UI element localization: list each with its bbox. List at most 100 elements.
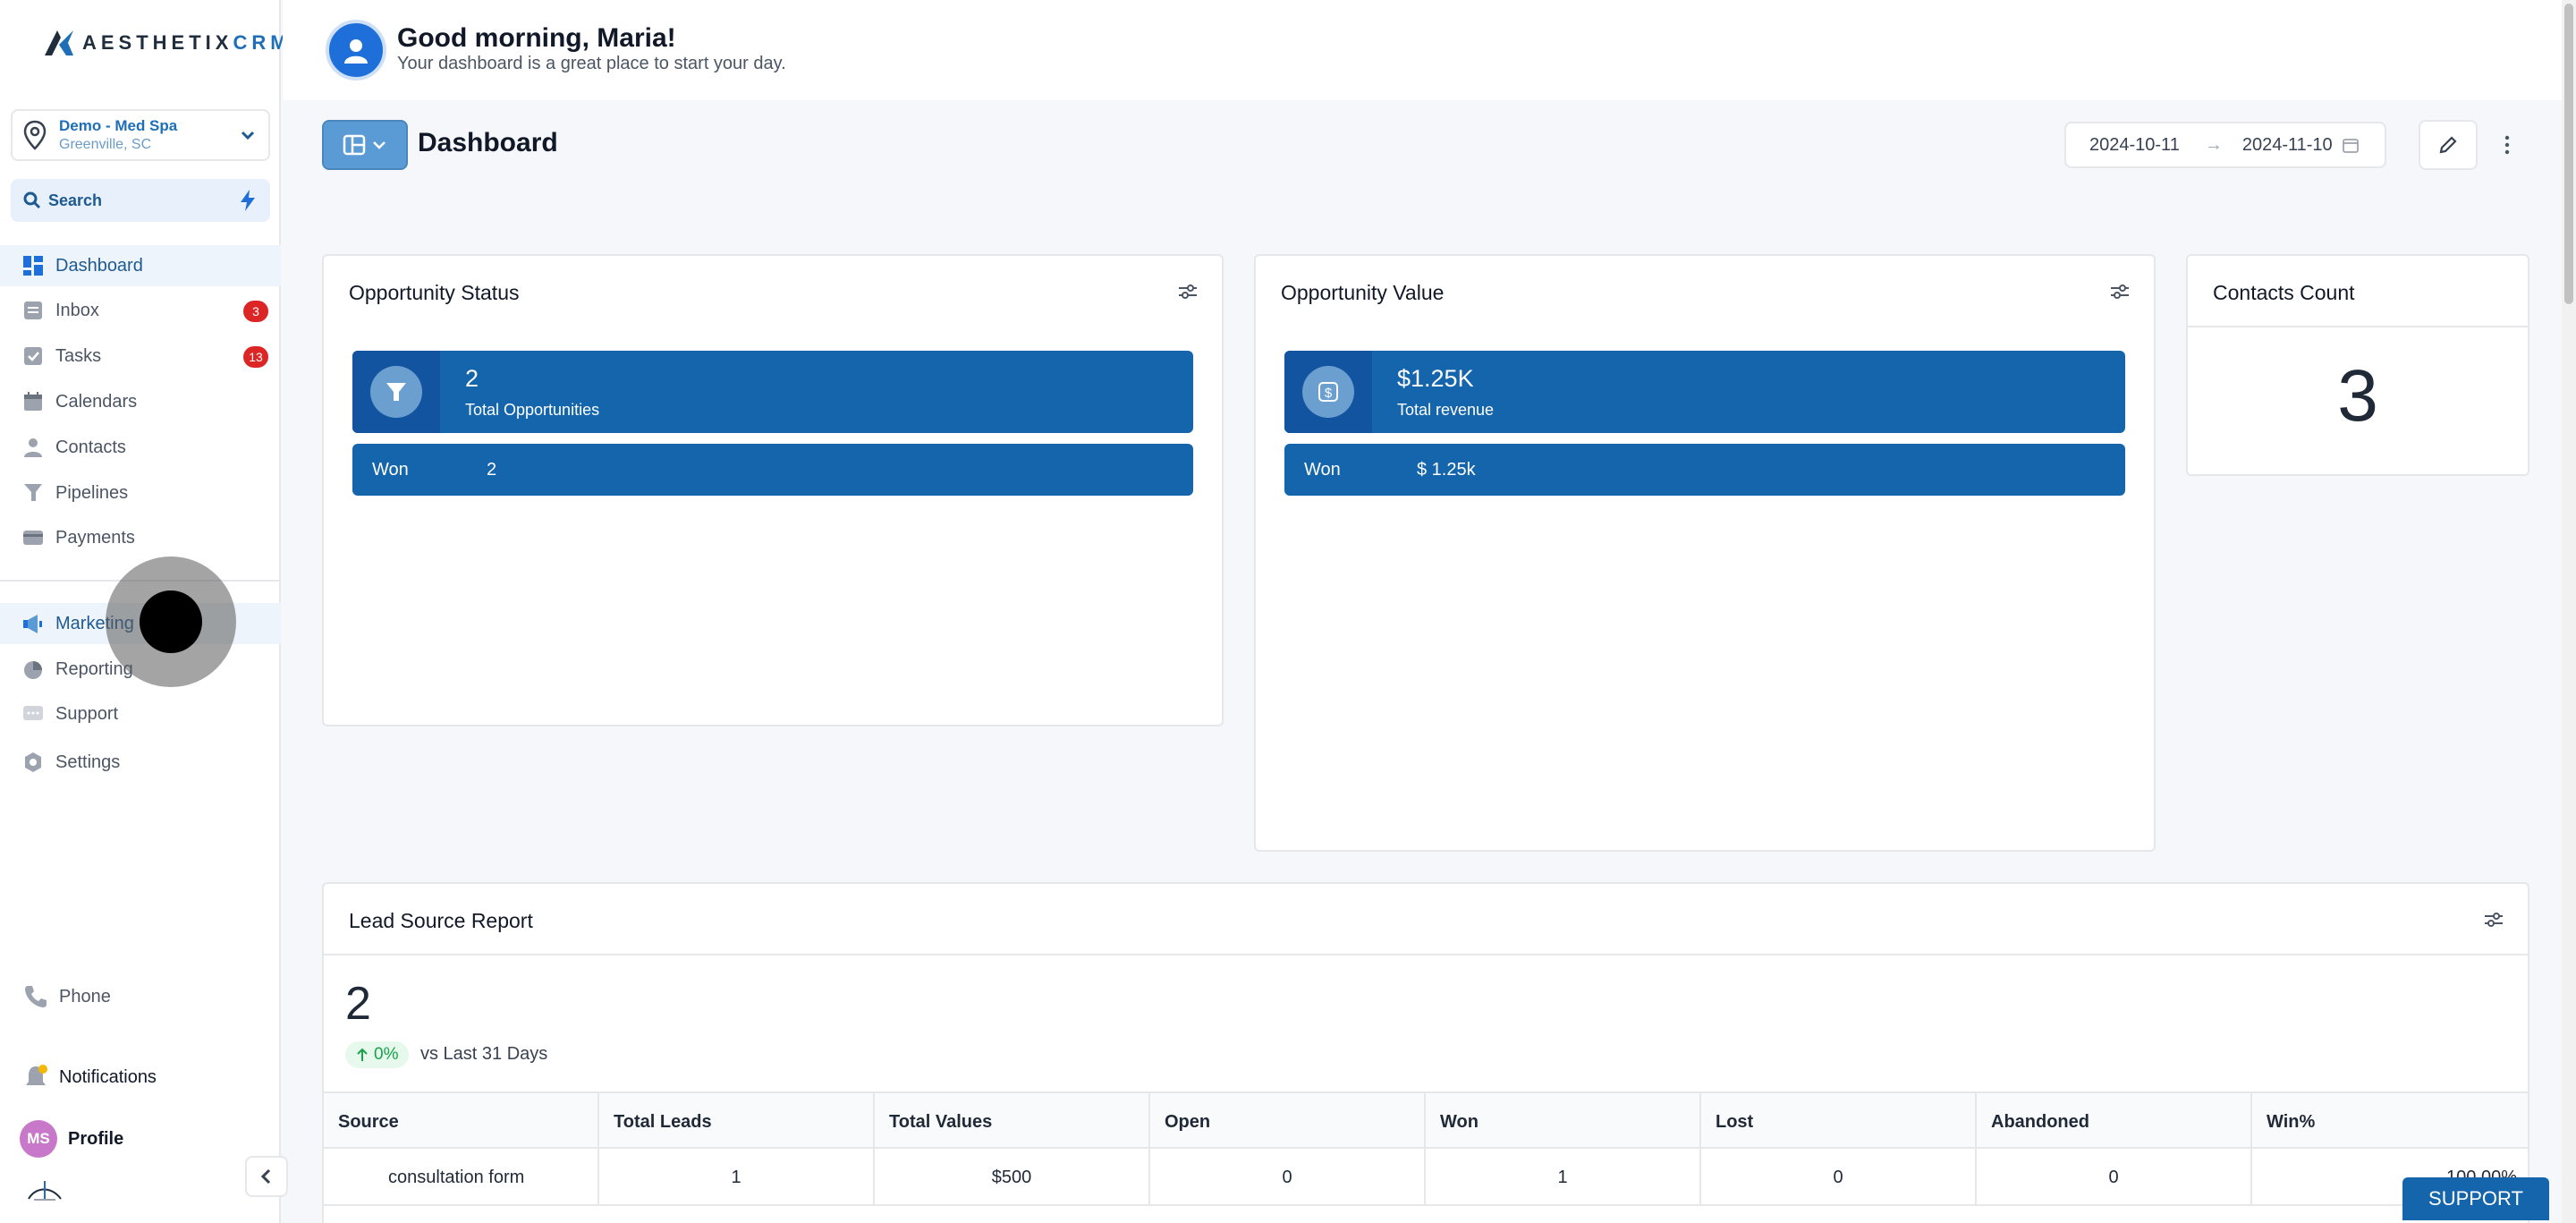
cell-total-leads: 1: [599, 1149, 875, 1206]
bolt-icon[interactable]: [236, 188, 259, 213]
opportunity-value-card: Opportunity Value $ $1.25K Total revenue…: [1254, 254, 2156, 852]
column-header-open[interactable]: Open: [1150, 1093, 1426, 1151]
dashboard-switcher-button[interactable]: [322, 120, 408, 170]
more-options-button[interactable]: [2496, 129, 2519, 161]
card-title: Contacts Count: [2213, 281, 2355, 304]
contacts-count-card: Contacts Count 3: [2186, 254, 2529, 476]
sidebar-item-contacts[interactable]: Contacts: [0, 427, 281, 468]
funnel-icon: [386, 383, 406, 401]
bell-icon: [26, 1065, 47, 1085]
page-scrollbar[interactable]: [2562, 0, 2576, 1223]
card-divider: [324, 954, 2528, 955]
search-button[interactable]: Search: [11, 179, 270, 222]
won-revenue-bar[interactable]: Won $ 1.25k: [1284, 444, 2125, 496]
filter-settings-icon[interactable]: [2109, 281, 2131, 302]
location-name: Demo - Med Spa: [59, 117, 178, 134]
table-row[interactable]: consultation form 1 $500 0 1 0 0 100.00%: [324, 1149, 2528, 1206]
tasks-count-badge: 13: [243, 346, 268, 368]
location-selector[interactable]: Demo - Med Spa Greenville, SC: [11, 109, 270, 161]
arrow-right-icon: →: [2204, 134, 2223, 155]
brand-name: AESTHETIXCRM: [82, 31, 292, 54]
sidebar-item-calendars[interactable]: Calendars: [0, 381, 281, 422]
location-pin-icon: [23, 120, 47, 150]
column-header-abandoned[interactable]: Abandoned: [1977, 1093, 2252, 1151]
cell-open: 0: [1150, 1149, 1426, 1206]
sidebar-item-inbox[interactable]: Inbox 3: [0, 290, 281, 331]
brand-logo[interactable]: AESTHETIXCRM: [41, 25, 292, 61]
column-header-won[interactable]: Won: [1426, 1093, 1701, 1151]
comparison-label: vs Last 31 Days: [420, 1044, 548, 1064]
pencil-icon: [2439, 136, 2457, 154]
inbox-icon: [24, 302, 42, 319]
contacts-icon: [24, 438, 42, 457]
collapse-sidebar-button[interactable]: [245, 1156, 288, 1197]
lead-source-report-card: Lead Source Report 2 0% vs Last 31 Days …: [322, 882, 2529, 1223]
calendar-icon: [24, 392, 42, 411]
tasks-icon: [24, 347, 42, 365]
dashboard-icon: [23, 256, 43, 276]
company-logo-icon: [28, 1181, 62, 1201]
edit-dashboard-button[interactable]: [2419, 120, 2478, 170]
sidebar-item-support[interactable]: Support: [0, 693, 281, 735]
contacts-count-value: 3: [2337, 355, 2378, 437]
chevron-down-icon: [373, 141, 386, 149]
sidebar-item-settings[interactable]: Settings: [0, 742, 281, 783]
support-button[interactable]: SUPPORT: [2402, 1177, 2549, 1220]
search-label: Search: [48, 191, 103, 209]
won-value: 2: [487, 459, 497, 480]
marketing-icon: [23, 615, 42, 633]
filter-settings-icon[interactable]: [1177, 281, 1199, 302]
filter-settings-icon[interactable]: [2483, 909, 2504, 930]
phone-icon: [25, 986, 47, 1007]
calendar-icon: [2342, 139, 2359, 153]
total-revenue-bar: $ $1.25K Total revenue: [1284, 351, 2125, 433]
scrollbar-thumb[interactable]: [2564, 4, 2573, 304]
sidebar-item-label: Calendars: [55, 391, 138, 412]
avatar: MS: [20, 1120, 57, 1158]
lead-count-value: 2: [345, 978, 371, 1030]
chevron-down-icon: [241, 131, 255, 140]
user-avatar-icon: [326, 20, 386, 81]
sidebar-item-label: Contacts: [55, 437, 126, 457]
column-header-win-percent[interactable]: Win%: [2267, 1111, 2316, 1132]
page-title: Dashboard: [418, 128, 558, 157]
card-divider: [2188, 326, 2528, 327]
profile-label: Profile: [68, 1128, 124, 1149]
column-header-total-leads[interactable]: Total Leads: [599, 1093, 875, 1151]
column-header-total-values[interactable]: Total Values: [875, 1093, 1150, 1151]
opportunity-status-card: Opportunity Status 2 Total Opportunities…: [322, 254, 1224, 726]
sidebar-item-dashboard[interactable]: Dashboard: [0, 245, 281, 286]
cell-won: 1: [1426, 1149, 1701, 1206]
more-vertical-icon: [2504, 135, 2510, 155]
cell-total-values: $500: [875, 1149, 1150, 1206]
profile-button[interactable]: MS Profile: [20, 1120, 123, 1158]
card-title: Lead Source Report: [349, 909, 533, 932]
won-label: Won: [372, 459, 409, 480]
chevron-left-icon: [260, 1168, 271, 1185]
top-header: Good morning, Maria! Your dashboard is a…: [283, 0, 2562, 100]
support-icon: [23, 706, 43, 720]
change-badge: 0%: [345, 1041, 410, 1068]
column-header-lost[interactable]: Lost: [1701, 1093, 1977, 1151]
sidebar-item-label: Dashboard: [55, 255, 143, 276]
cursor-dot: [140, 590, 202, 653]
sidebar-item-tasks[interactable]: Tasks 13: [0, 335, 281, 377]
total-opportunities-value: 2: [465, 365, 479, 392]
sidebar-item-label: Inbox: [55, 300, 99, 320]
won-opportunities-bar[interactable]: Won 2: [352, 444, 1193, 496]
sidebar-item-pipelines[interactable]: Pipelines: [0, 472, 281, 514]
date-end: 2024-11-10: [2241, 134, 2333, 155]
search-icon: [23, 191, 41, 209]
svg-text:$: $: [1325, 386, 1333, 401]
sidebar-item-reporting[interactable]: Reporting: [0, 649, 281, 690]
total-revenue-value: $1.25K: [1397, 365, 1474, 392]
greeting-subtitle: Your dashboard is a great place to start…: [397, 54, 786, 73]
notifications-button[interactable]: Notifications: [21, 1063, 157, 1091]
date-range-picker[interactable]: 2024-10-11 → 2024-11-10: [2064, 122, 2386, 168]
phone-button[interactable]: Phone: [21, 982, 111, 1011]
layout-icon: [343, 134, 366, 156]
column-header-source[interactable]: Source: [324, 1093, 599, 1151]
sidebar-item-label: Tasks: [55, 345, 102, 366]
won-label: Won: [1304, 459, 1341, 480]
sidebar-item-payments[interactable]: Payments: [0, 517, 281, 558]
